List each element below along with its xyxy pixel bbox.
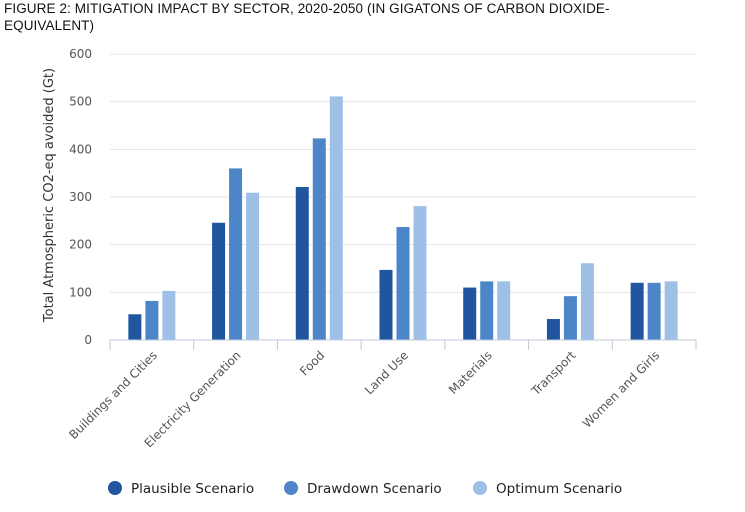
y-axis-label: Total Atmospheric CO2-eq avoided (Gt) — [42, 68, 57, 323]
bar[interactable] — [162, 290, 176, 340]
bar[interactable] — [229, 168, 243, 340]
legend-item[interactable]: Optimum Scenario — [473, 481, 622, 497]
bar[interactable] — [413, 206, 427, 340]
y-axis-ticks: 0 100 200 300 400 500 600 — [69, 47, 92, 347]
y-tick-label: 600 — [69, 47, 92, 61]
bar[interactable] — [145, 300, 159, 340]
bar[interactable] — [246, 192, 260, 340]
legend-swatch — [284, 481, 298, 495]
legend-item[interactable]: Plausible Scenario — [108, 481, 254, 497]
x-tick-label: Transport — [528, 348, 579, 399]
y-tick-label: 100 — [69, 285, 92, 299]
y-tick-label: 400 — [69, 142, 92, 156]
legend-label: Plausible Scenario — [131, 481, 254, 497]
x-tick-label: Land Use — [362, 348, 411, 397]
legend-item[interactable]: Drawdown Scenario — [284, 481, 442, 497]
bar[interactable] — [546, 319, 560, 340]
bar[interactable] — [295, 186, 309, 340]
x-tick-label: Electricity Generation — [142, 348, 244, 450]
bar[interactable] — [329, 96, 343, 340]
bar[interactable] — [312, 138, 326, 340]
y-tick-label: 300 — [69, 190, 92, 204]
bar[interactable] — [480, 281, 494, 340]
bar[interactable] — [563, 296, 577, 340]
bar[interactable] — [630, 282, 644, 340]
y-tick-label: 500 — [69, 95, 92, 109]
chart-title: FIGURE 2: MITIGATION IMPACT BY SECTOR, 2… — [4, 1, 610, 33]
x-tick-label: Materials — [446, 348, 495, 397]
legend[interactable]: Plausible Scenario Drawdown Scenario Optim… — [108, 481, 622, 497]
legend-swatch — [473, 481, 487, 495]
bar[interactable] — [396, 227, 410, 340]
bar[interactable] — [647, 282, 661, 340]
y-tick-label: 0 — [84, 333, 92, 347]
bar[interactable] — [580, 263, 594, 340]
bar[interactable] — [212, 222, 226, 340]
x-tick-label: Women and Girls — [580, 348, 662, 430]
x-tick-label: Food — [297, 348, 327, 378]
bar[interactable] — [379, 269, 393, 340]
bar[interactable] — [497, 281, 511, 340]
bar[interactable] — [664, 281, 678, 340]
y-tick-label: 200 — [69, 238, 92, 252]
legend-swatch — [108, 481, 122, 495]
bar[interactable] — [463, 287, 477, 340]
bars — [128, 96, 678, 340]
x-tick-label: Buildings and Cities — [66, 348, 160, 442]
x-axis — [109, 339, 697, 350]
legend-label: Drawdown Scenario — [307, 481, 442, 497]
bar[interactable] — [128, 314, 142, 340]
legend-label: Optimum Scenario — [496, 481, 622, 497]
